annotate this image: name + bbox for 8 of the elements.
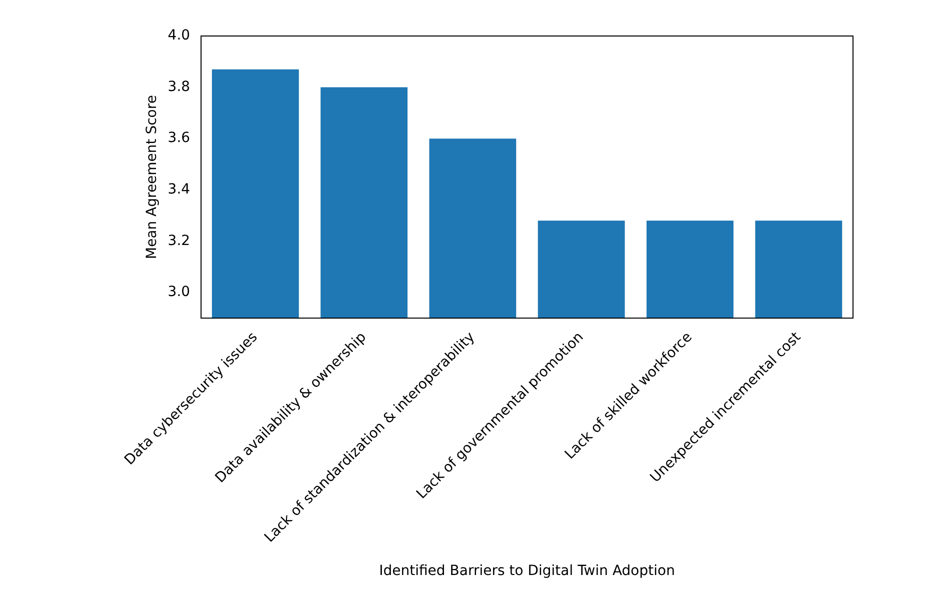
- y-tick-label: 3.4: [168, 182, 190, 198]
- y-axis-title: Mean Agreement Score: [144, 95, 160, 260]
- y-tick-label: 3.6: [168, 130, 190, 146]
- y-tick-label: 3.0: [168, 284, 190, 300]
- y-tick-label: 4.0: [168, 28, 190, 44]
- x-axis-title: Identified Barriers to Digital Twin Adoption: [379, 563, 675, 580]
- y-tick-label: 3.2: [168, 232, 190, 249]
- y-tick-label: 3.8: [168, 78, 190, 95]
